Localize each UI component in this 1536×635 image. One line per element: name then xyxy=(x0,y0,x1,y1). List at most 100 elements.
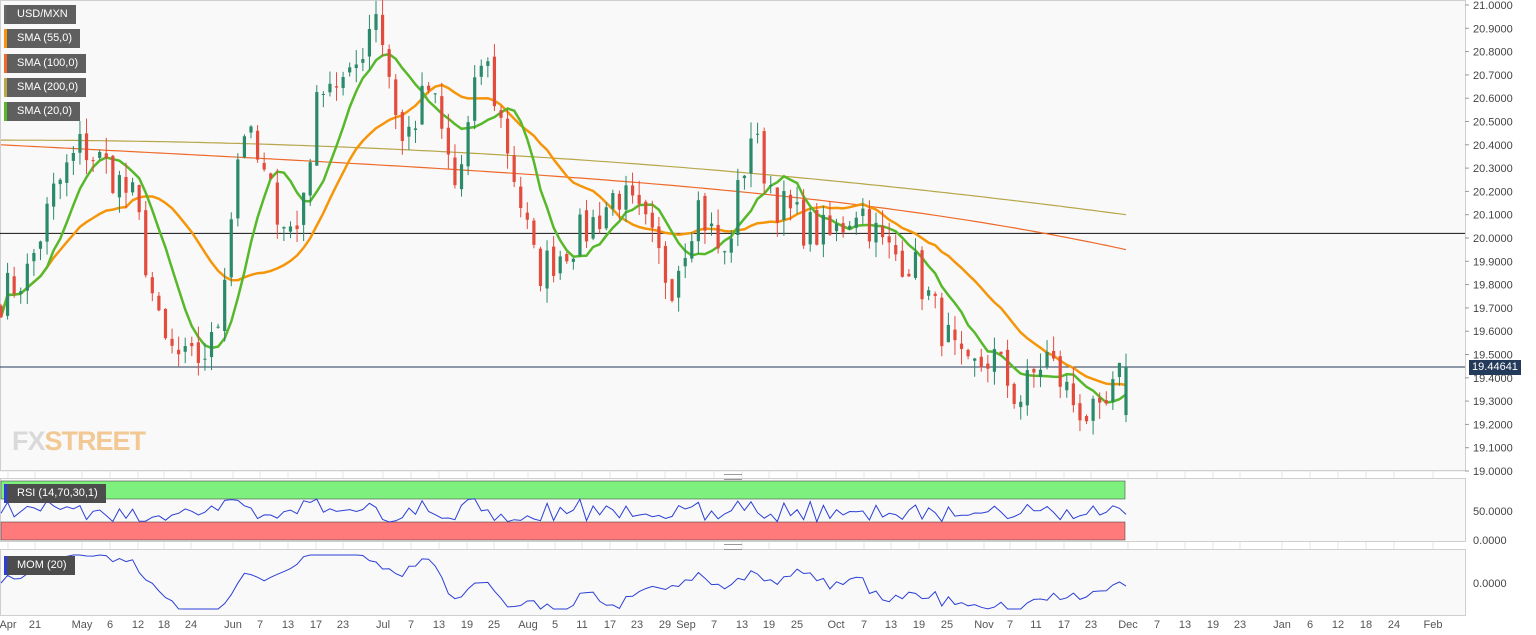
candle-body xyxy=(223,279,227,332)
candle-body xyxy=(874,222,878,243)
y-tick-label: 19.7000 xyxy=(1473,303,1513,315)
fxstreet-logo: FXSTREET xyxy=(12,426,146,456)
candle-body xyxy=(302,192,306,225)
y-tick-label: 20.9000 xyxy=(1473,23,1513,35)
candle-body xyxy=(387,49,391,77)
candle-body xyxy=(755,133,760,135)
candle-body xyxy=(584,210,589,242)
candle-body xyxy=(12,276,16,294)
candle-body xyxy=(808,212,812,245)
candle-body xyxy=(1084,416,1089,422)
candle-body xyxy=(117,175,122,198)
candle-body xyxy=(328,83,332,93)
legend-sma55[interactable]: SMA (55,0) xyxy=(4,29,81,48)
candle-body xyxy=(637,194,641,204)
candle-body xyxy=(203,358,207,360)
candle-body xyxy=(848,225,852,229)
candle-body xyxy=(999,351,1003,355)
candle-body xyxy=(558,256,562,274)
candle-body xyxy=(1019,401,1023,408)
candle-body xyxy=(795,202,799,205)
candle-body xyxy=(696,200,700,242)
x-tick-label: May xyxy=(72,619,93,631)
x-tick-label: 25 xyxy=(488,619,500,631)
legend-rsi[interactable]: RSI (14,70,30,1) xyxy=(4,484,106,503)
legend-symbol[interactable]: USD/MXN xyxy=(4,5,76,24)
candle-body xyxy=(242,136,247,158)
candle-body xyxy=(380,14,385,46)
candle-body xyxy=(1025,370,1029,406)
candle-body xyxy=(617,193,622,210)
y-tick-label: 19.0000 xyxy=(1473,466,1513,478)
sma-lines xyxy=(0,52,1465,404)
y-tick-label: 19.8000 xyxy=(1473,280,1513,292)
x-tick-label: 19 xyxy=(913,619,925,631)
x-tick-label: 12 xyxy=(132,619,144,631)
candle-body xyxy=(130,182,135,193)
candle-body xyxy=(979,356,983,368)
candle-body xyxy=(229,219,233,278)
y-tick-label: 19.2000 xyxy=(1473,419,1513,431)
y-tick-label: 20.0000 xyxy=(1473,233,1513,245)
candle-body xyxy=(91,160,95,162)
x-tick-label: Dec xyxy=(1118,619,1138,631)
x-tick-label: 17 xyxy=(604,619,616,631)
candle-body xyxy=(933,293,937,296)
candle-body xyxy=(321,93,325,95)
candle-body xyxy=(157,295,161,311)
pane-resize-handle-mom[interactable] xyxy=(724,544,742,550)
legend-sma20[interactable]: SMA (20,0) xyxy=(4,102,81,121)
candles xyxy=(0,0,1128,435)
candle-body xyxy=(1032,368,1036,373)
y-tick-label: 20.1000 xyxy=(1473,210,1513,222)
candle-body xyxy=(275,182,279,225)
candle-body xyxy=(137,185,141,213)
candle-body xyxy=(150,277,154,294)
candle-body xyxy=(959,343,964,349)
candle-body xyxy=(71,152,75,161)
candle-body xyxy=(525,212,529,220)
candle-body xyxy=(420,85,424,125)
candle-body xyxy=(407,126,411,137)
candle-body xyxy=(828,215,832,235)
candle-body xyxy=(953,329,957,341)
x-tick-label: 7 xyxy=(1007,619,1013,631)
x-tick-label: 7 xyxy=(711,619,717,631)
candle-body xyxy=(32,252,36,262)
candle-body xyxy=(940,297,944,347)
x-tick-label: 11 xyxy=(1030,619,1041,631)
candle-body xyxy=(433,93,437,95)
candle-body xyxy=(361,59,365,63)
legend-sma200[interactable]: SMA (200,0) xyxy=(4,78,87,97)
candle-body xyxy=(604,207,608,229)
candle-body xyxy=(538,248,543,286)
candle-body xyxy=(196,342,200,363)
candle-body xyxy=(170,338,174,346)
rsi-overbought-band xyxy=(0,480,1126,500)
candle-body xyxy=(459,164,464,190)
candle-body xyxy=(84,133,89,161)
candle-body xyxy=(499,110,503,118)
candle-body xyxy=(1091,398,1095,421)
x-tick-label: 13 xyxy=(1179,619,1191,631)
mom-tick-label: 0.0000 xyxy=(1473,578,1507,590)
candle-body xyxy=(440,96,444,129)
candle-body xyxy=(867,209,872,242)
candle-body xyxy=(578,214,582,256)
legend-sma100[interactable]: SMA (100,0) xyxy=(4,54,87,73)
candle-body xyxy=(413,128,418,130)
candle-body xyxy=(598,215,602,230)
mom-line xyxy=(0,554,1127,610)
candle-body xyxy=(269,173,273,179)
x-tick-label: Oct xyxy=(827,619,844,631)
candle-body xyxy=(565,253,569,262)
legend-mom[interactable]: MOM (20) xyxy=(4,556,75,575)
pane-resize-handle-rsi[interactable] xyxy=(724,474,742,480)
candle-body xyxy=(1078,403,1082,421)
candle-body xyxy=(894,245,898,255)
sma200-line xyxy=(1,139,1127,216)
candle-body xyxy=(913,251,918,278)
candle-body xyxy=(446,127,450,155)
candle-body xyxy=(736,180,740,235)
